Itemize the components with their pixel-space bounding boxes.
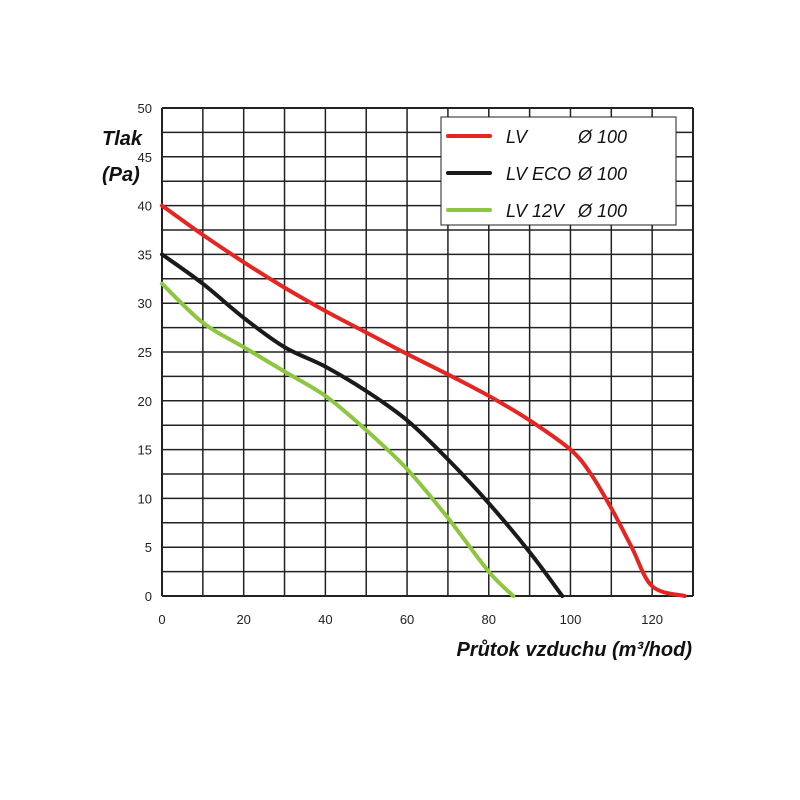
legend-label-lv: LV [506, 127, 529, 147]
y-tick-label: 0 [145, 589, 152, 604]
x-tick-label: 100 [560, 612, 582, 627]
x-axis-label: Průtok vzduchu (m³/hod) [456, 639, 692, 661]
y-tick-label: 25 [138, 345, 152, 360]
legend: LV Ø 100 LV ECO Ø 100 LV 12V Ø 100 [440, 116, 677, 226]
legend-diameter-lv: Ø 100 [577, 127, 627, 147]
series-line-lv [160, 203, 687, 598]
series-line-lv-eco [160, 252, 565, 598]
y-tick-label: 5 [145, 540, 152, 555]
y-tick-label: 10 [138, 491, 152, 506]
y-tick-label: 40 [138, 199, 152, 214]
y-tick-label: 30 [138, 296, 152, 311]
y-tick-label: 50 [138, 101, 152, 116]
series-lines [160, 203, 687, 598]
legend-diameter-lv-eco: Ø 100 [577, 164, 627, 184]
y-tick-labels: 0 5 10 15 20 25 30 35 40 45 50 [138, 101, 152, 604]
x-tick-labels: 0 20 40 60 80 100 120 [158, 612, 663, 627]
y-axis-label-line2: (Pa) [102, 164, 140, 186]
legend-label-lv-12v: LV 12V [506, 201, 566, 221]
x-tick-label: 0 [158, 612, 165, 627]
series-line-lv-12v [160, 281, 516, 598]
x-tick-label: 120 [641, 612, 663, 627]
grid [161, 107, 694, 597]
y-tick-label: 15 [138, 443, 152, 458]
x-tick-label: 80 [482, 612, 496, 627]
legend-label-lv-eco: LV ECO [506, 164, 571, 184]
x-tick-label: 20 [236, 612, 250, 627]
x-tick-label: 60 [400, 612, 414, 627]
y-tick-label: 45 [138, 150, 152, 165]
y-axis-label-line1: Tlak [102, 128, 143, 150]
x-tick-label: 40 [318, 612, 332, 627]
y-tick-label: 20 [138, 394, 152, 409]
y-tick-label: 35 [138, 247, 152, 262]
legend-diameter-lv-12v: Ø 100 [577, 201, 627, 221]
